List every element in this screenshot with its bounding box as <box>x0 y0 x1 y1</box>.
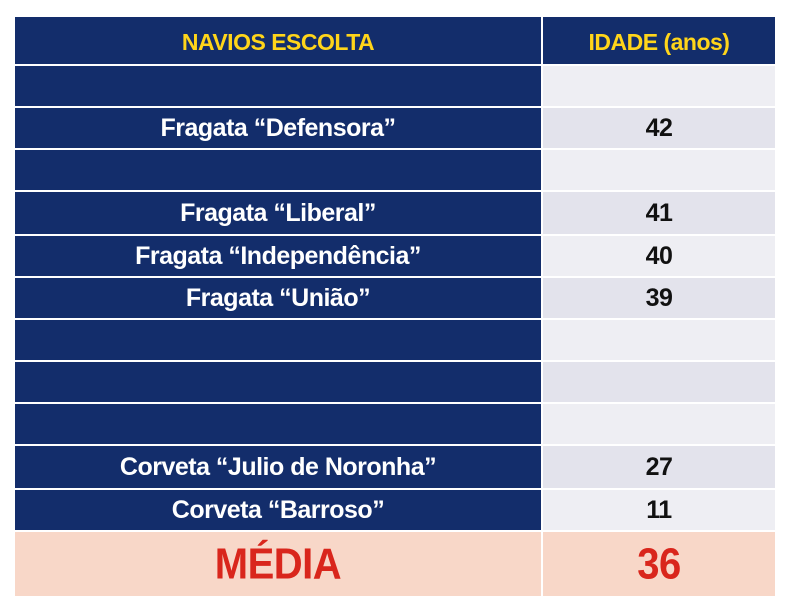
ship-age-cell: 42 <box>543 108 777 150</box>
ship-name: Corveta “Julio de Noronha” <box>119 452 437 481</box>
ship-name-cell: Fragata “União” <box>15 278 543 320</box>
ship-age: 41 <box>645 198 673 227</box>
average-label-cell: MÉDIA <box>15 532 543 596</box>
ship-name-cell: Corveta “Julio de Noronha” <box>15 446 543 490</box>
ship-age-cell: 11 <box>543 490 777 532</box>
header-age-label: IDADE (anos) <box>588 29 730 55</box>
ship-name: Fragata “Defensora” <box>160 113 396 142</box>
ship-name-cell <box>15 362 543 404</box>
average-value-cell: 36 <box>543 532 777 596</box>
ship-age-cell <box>543 404 777 446</box>
ship-age-cell <box>543 150 777 192</box>
ship-age: 42 <box>645 113 673 142</box>
average-label: MÉDIA <box>214 539 342 588</box>
ship-age-cell <box>543 66 777 108</box>
header-age: IDADE (anos) <box>543 17 777 66</box>
ship-age-table: NAVIOS ESCOLTA IDADE (anos) Fragata “Def… <box>15 17 777 596</box>
ship-age: 40 <box>645 241 673 270</box>
ship-name-cell <box>15 66 543 108</box>
ship-age-cell: 27 <box>543 446 777 490</box>
ship-age: 11 <box>646 495 672 524</box>
ship-age: 39 <box>645 283 673 312</box>
ship-name-cell: Fragata “Independência” <box>15 236 543 278</box>
ship-name-cell <box>15 150 543 192</box>
ship-name-cell: Fragata “Liberal” <box>15 192 543 236</box>
ship-name-cell: Fragata “Defensora” <box>15 108 543 150</box>
ship-name-cell: Corveta “Barroso” <box>15 490 543 532</box>
ship-name-cell <box>15 404 543 446</box>
ship-age-cell: 41 <box>543 192 777 236</box>
ship-name-cell <box>15 320 543 362</box>
ship-age: 27 <box>645 452 673 481</box>
average-value: 36 <box>637 539 681 588</box>
ship-name: Fragata “Independência” <box>135 241 421 270</box>
header-ships-label: NAVIOS ESCOLTA <box>181 29 375 55</box>
ship-age-cell: 40 <box>543 236 777 278</box>
ship-age-cell <box>543 362 777 404</box>
ship-name: Fragata “Liberal” <box>180 198 376 227</box>
ship-age-cell: 39 <box>543 278 777 320</box>
ship-name: Corveta “Barroso” <box>171 495 385 524</box>
ship-age-cell <box>543 320 777 362</box>
ship-name: Fragata “União” <box>185 283 371 312</box>
header-ships: NAVIOS ESCOLTA <box>15 17 543 66</box>
